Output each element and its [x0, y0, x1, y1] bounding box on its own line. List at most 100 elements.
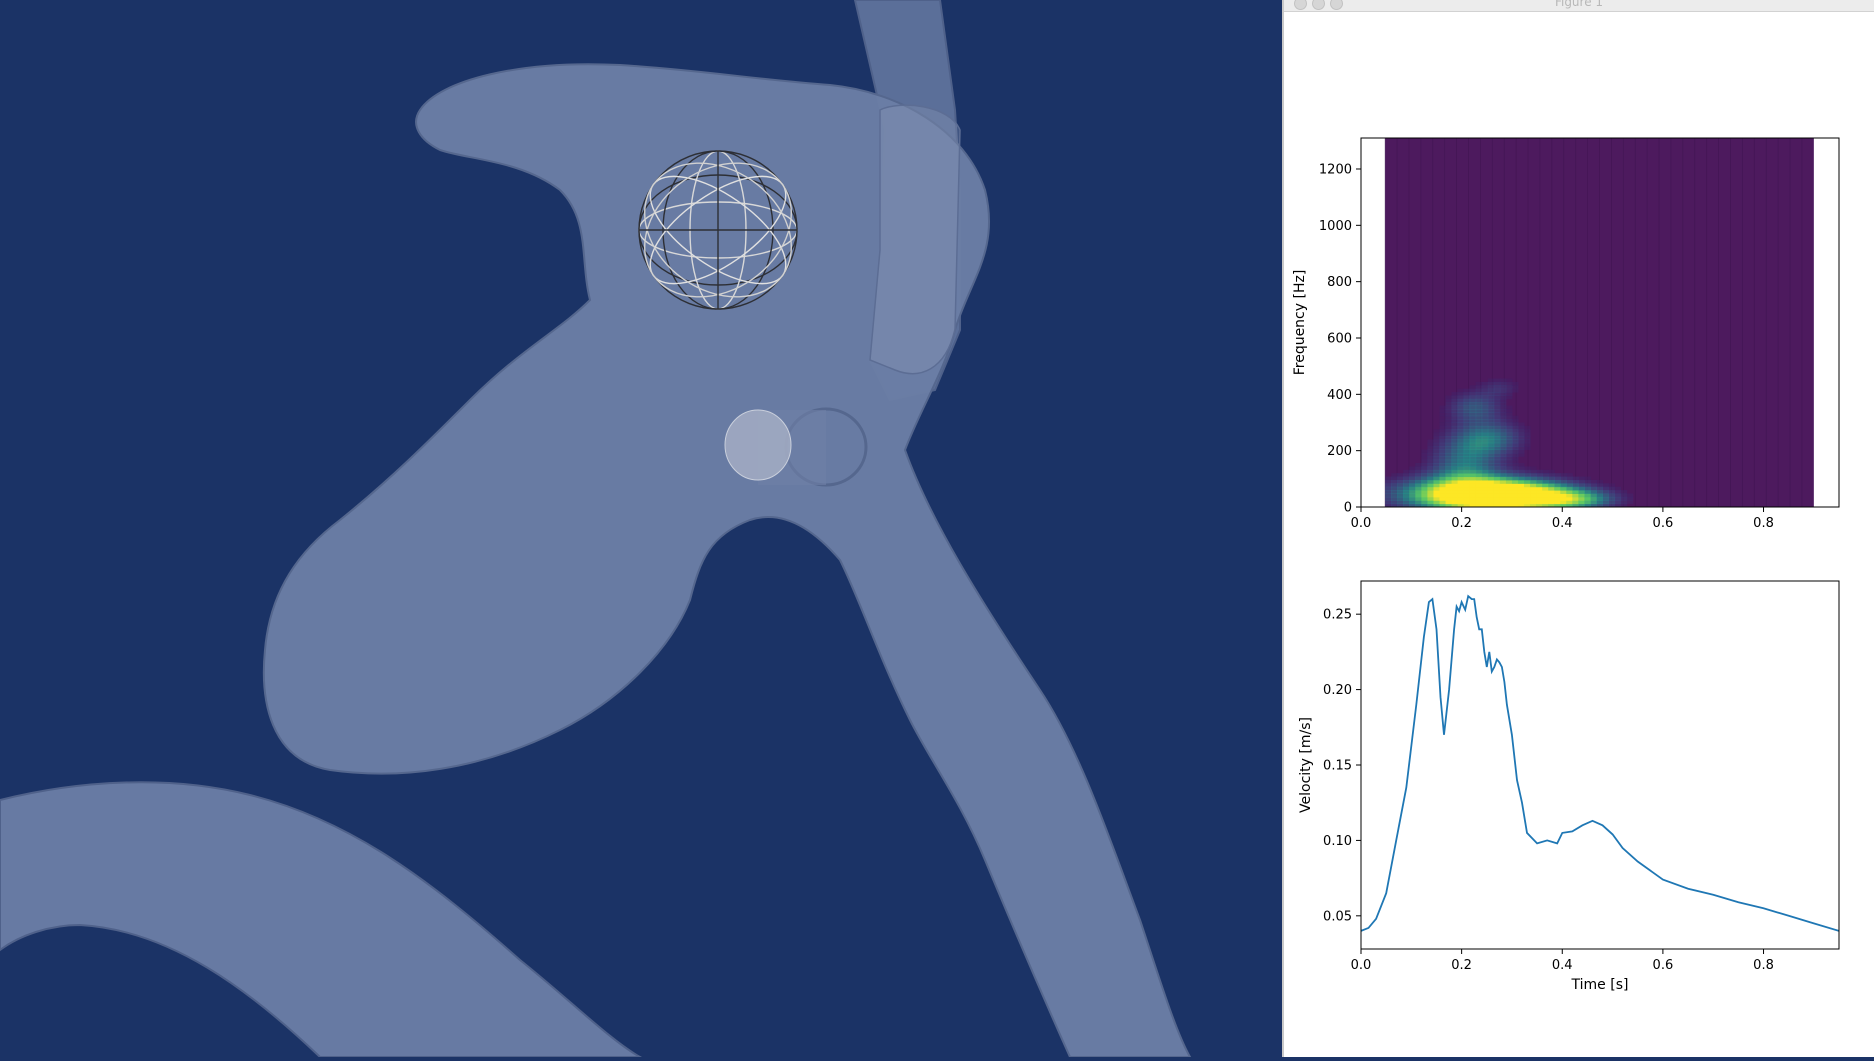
spectrogram-cell — [1560, 496, 1567, 501]
spectrogram-cell — [1572, 476, 1579, 481]
spectrogram-cell — [1415, 500, 1422, 505]
spectrogram-cell — [1421, 466, 1428, 471]
spectrogram-cell — [1517, 425, 1525, 430]
spectrogram-cell — [1451, 415, 1459, 420]
spectrogram-cell — [1517, 432, 1525, 437]
spectrogram-cell — [1499, 473, 1507, 478]
spectrogram-cell — [1433, 473, 1440, 478]
spectrogram-cell — [1475, 490, 1483, 494]
spectrogram-cell — [1536, 473, 1543, 478]
zoom-window-button[interactable] — [1330, 0, 1343, 10]
spectrogram-cell — [1578, 483, 1585, 488]
spectrogram-cell — [1433, 432, 1440, 437]
spectrogram-cell — [1554, 479, 1561, 484]
spectrogram-cell — [1463, 479, 1471, 484]
spectrogram-cell — [1433, 490, 1440, 494]
spectrogram-cell — [1397, 493, 1404, 498]
spectrogram-cell — [1566, 493, 1573, 498]
spectrogram-cell — [1614, 493, 1622, 498]
spectrogram-cell — [1427, 456, 1434, 461]
spectrogram-cell — [1475, 402, 1483, 407]
spectrogram-cell — [1415, 490, 1422, 494]
spectrogram-cell — [1499, 378, 1507, 383]
spectrogram-cell — [1427, 469, 1434, 474]
spectrogram-cell — [1481, 493, 1489, 498]
spectrogram-cell — [1451, 476, 1459, 481]
spectrogram-cell — [1481, 398, 1489, 403]
spectrogram-cell — [1463, 446, 1471, 451]
spectrogram-cell — [1487, 402, 1495, 407]
spectrogram-cell — [1499, 381, 1507, 386]
vessel-scene[interactable] — [0, 0, 1282, 1057]
spectrogram-cell — [1475, 503, 1483, 508]
wireframe-sphere-probe[interactable] — [619, 136, 817, 325]
spectrogram-cell — [1445, 496, 1453, 501]
spectrogram-cell — [1566, 503, 1573, 508]
spectrogram-cell — [1481, 402, 1489, 407]
y-tick-label: 400 — [1327, 388, 1352, 403]
y-tick-label: 0.10 — [1323, 834, 1352, 849]
spectrogram-cell — [1451, 398, 1459, 403]
spectrogram-cell — [1554, 503, 1561, 508]
spectrogram-cell — [1590, 503, 1597, 508]
spectrogram-cell — [1469, 432, 1477, 437]
spectrogram-cell — [1475, 500, 1483, 505]
spectrogram-cell — [1433, 503, 1440, 508]
window-titlebar[interactable]: Figure 1 — [1284, 0, 1874, 12]
spectrogram-cell — [1403, 503, 1410, 508]
spectrogram-cell — [1542, 496, 1549, 501]
cylinder-probe[interactable] — [724, 407, 868, 487]
figure-window[interactable]: Figure 1 0.0 0.2 0.4 0.6 0.8 0 200 400 600 800 100… — [1282, 0, 1874, 1057]
spectrogram-cell — [1445, 412, 1453, 417]
spectrogram-cell — [1433, 429, 1440, 434]
spectrogram-cell — [1493, 436, 1501, 440]
spectrogram-cell — [1517, 442, 1525, 447]
spectrogram-cell — [1517, 486, 1525, 491]
spectrogram-cell — [1530, 503, 1537, 508]
spectrogram-cell — [1427, 486, 1434, 491]
spectrogram-cell — [1481, 381, 1489, 386]
spectrogram-cell — [1469, 496, 1477, 501]
spectrogram-cell — [1475, 442, 1483, 447]
spectrogram-cell — [1451, 490, 1459, 494]
spectrogram-cell — [1385, 496, 1392, 501]
spectrogram-cell — [1517, 473, 1525, 478]
spectrogram-cell — [1391, 490, 1398, 494]
spectrogram-cell — [1457, 446, 1465, 451]
lower-vessel-surface — [0, 781, 643, 1057]
spectrogram-cell — [1511, 463, 1519, 467]
spectrogram-cell — [1487, 388, 1495, 393]
spectrogram-cell — [1493, 432, 1501, 437]
spectrogram-cell — [1493, 486, 1501, 491]
spectrogram-cell — [1536, 500, 1543, 505]
spectrogram-cell — [1409, 503, 1416, 508]
spectrogram-cell — [1463, 500, 1471, 505]
spectrogram-cell — [1493, 463, 1501, 467]
spectrogram-cell — [1511, 385, 1519, 390]
spectrogram-cell — [1493, 500, 1501, 505]
spectrogram-cell — [1397, 476, 1404, 481]
spectrogram-cell — [1445, 483, 1453, 488]
spectrogram-cell — [1511, 476, 1519, 481]
spectrogram-cell — [1499, 486, 1507, 491]
minimize-window-button[interactable] — [1312, 0, 1325, 10]
spectrogram-cell — [1578, 500, 1585, 505]
spectrogram-cell — [1427, 476, 1434, 481]
spectrogram-cell — [1421, 469, 1428, 474]
spectrogram-cell — [1481, 466, 1489, 471]
spectrogram-cell — [1451, 479, 1459, 484]
spectrogram-cell — [1463, 449, 1471, 454]
3d-viewport[interactable] — [0, 0, 1282, 1057]
spectrogram-cell — [1596, 483, 1604, 488]
spectrogram-cell — [1457, 395, 1465, 400]
spectrogram-cell — [1554, 490, 1561, 494]
spectrogram-cell — [1511, 442, 1519, 447]
spectrogram-cell — [1469, 483, 1477, 488]
spectrogram-cell — [1505, 385, 1513, 390]
spectrogram-cell — [1584, 483, 1591, 488]
spectrogram-cell — [1554, 500, 1561, 505]
close-window-button[interactable] — [1294, 0, 1307, 10]
spectrogram-cell — [1445, 459, 1453, 464]
spectrogram-cell — [1457, 436, 1465, 440]
figure-canvas[interactable]: 0.0 0.2 0.4 0.6 0.8 0 200 400 600 800 1000 1200 Freq… — [1284, 0, 1874, 1057]
